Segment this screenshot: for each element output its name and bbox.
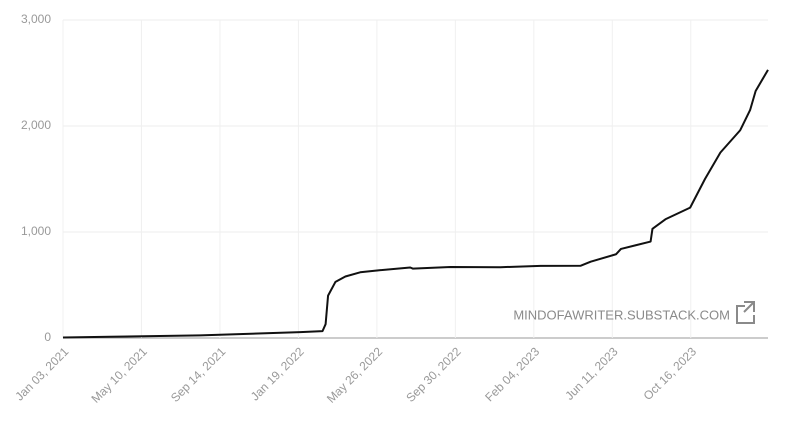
y-tick-label: 2,000 (21, 118, 51, 132)
y-tick-label: 3,000 (21, 12, 51, 26)
x-tick-label: Oct 16, 2023 (641, 344, 700, 403)
line (62, 69, 769, 339)
annotation: MINDOFAWRITER.SUBSTACK.COM (513, 307, 730, 322)
x-tick-label: Sep 14, 2021 (168, 344, 229, 405)
x-tick-label: Jan 19, 2022 (248, 344, 307, 403)
y-tick-label: 0 (44, 330, 51, 344)
x-tick-label: Feb 04, 2023 (482, 344, 542, 404)
watermark: MINDOFAWRITER.SUBSTACK.COM (513, 301, 755, 324)
x-tick-label: May 10, 2021 (89, 344, 151, 406)
x-tick-label: Sep 30, 2022 (403, 344, 464, 405)
y-tick-label: 1,000 (21, 224, 51, 238)
x-tick-label: Jun 11, 2023 (562, 344, 621, 403)
x-tick-label: May 26, 2022 (324, 344, 386, 406)
external-link-icon (736, 301, 755, 324)
plot-area: 0 1,000 2,000 3,000 Jan 03, 2021 May 10, 2021… (12, 12, 769, 406)
x-tick-label: Jan 03, 2021 (12, 344, 71, 403)
